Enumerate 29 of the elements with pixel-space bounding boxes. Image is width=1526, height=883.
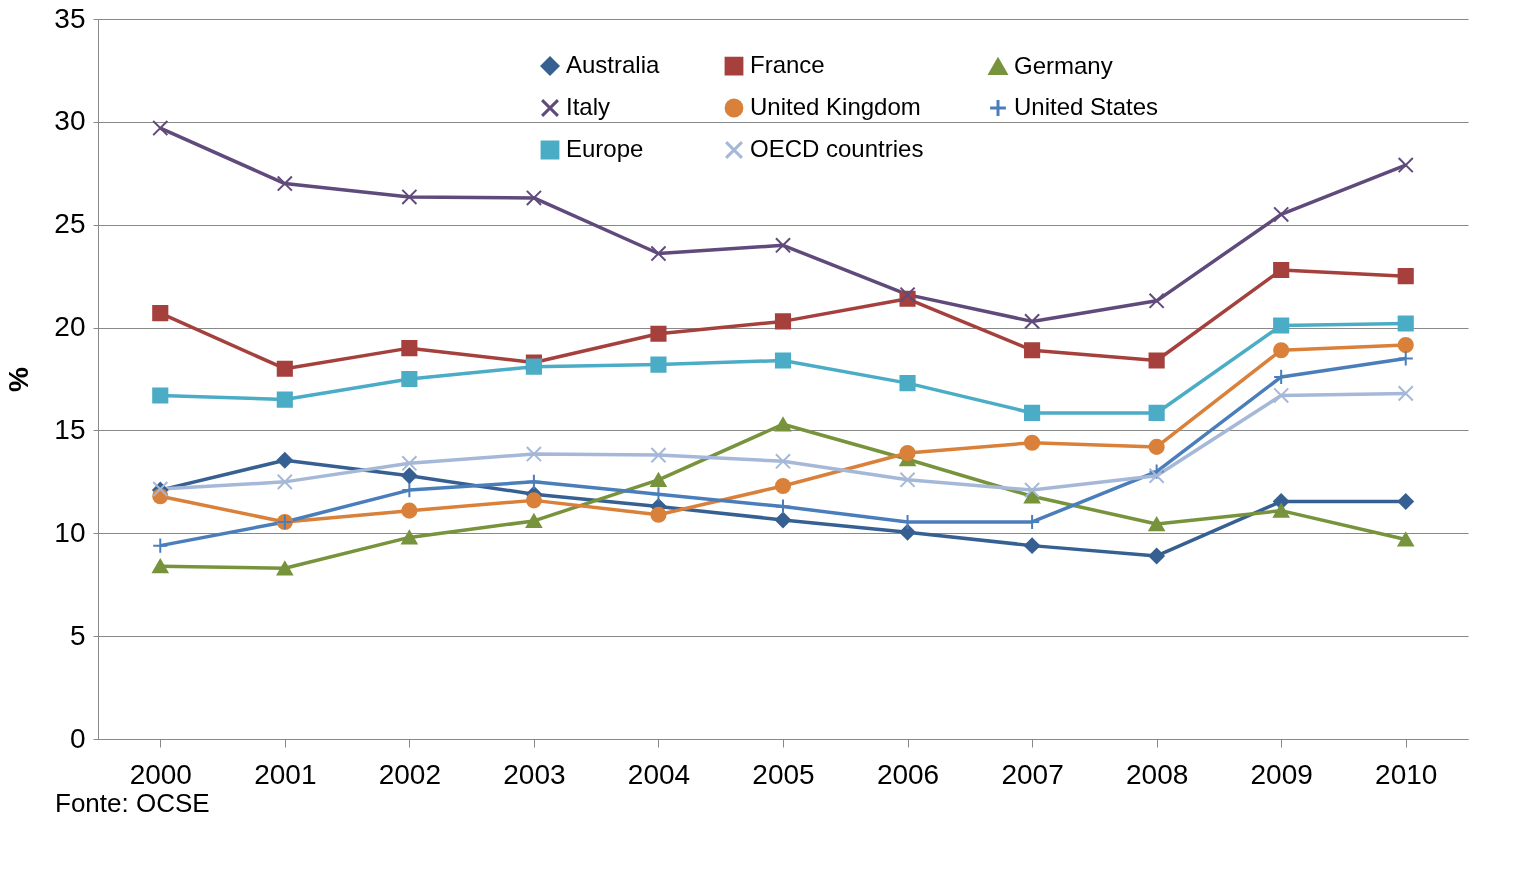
x-tick-label: 2001 — [254, 758, 317, 790]
x-tick-label: 2000 — [129, 758, 192, 790]
y-tick-label: 0 — [69, 722, 86, 754]
legend-label: France — [750, 51, 825, 79]
y-tick-label: 35 — [54, 2, 86, 34]
x-tick-label: 2008 — [1125, 758, 1189, 790]
x-tick-label: 2010 — [1375, 758, 1438, 790]
x-tick-label: 2005 — [752, 758, 815, 790]
legend-label: Italy — [566, 93, 611, 120]
x-tick-label: 2006 — [876, 758, 940, 790]
legend-label: Germany — [1014, 51, 1113, 79]
y-tick-label: 15 — [54, 413, 86, 445]
x-tick-label: 2009 — [1250, 758, 1313, 790]
legend-label: OECD countries — [750, 135, 924, 162]
y-tick-label: 25 — [54, 208, 86, 240]
y-axis-title: % — [3, 366, 35, 392]
legend-label: Europe — [566, 135, 644, 162]
x-tick-label: 2003 — [503, 758, 566, 790]
x-tick-label: 2007 — [1001, 758, 1064, 790]
y-tick-label: 20 — [54, 311, 86, 343]
legend-label: United States — [1014, 93, 1159, 120]
legend-label: United Kingdom — [750, 93, 921, 120]
y-tick-label: 10 — [54, 516, 86, 548]
y-tick-label: 5 — [69, 619, 86, 651]
y-tick-label: 30 — [54, 105, 86, 137]
source-note: Fonte: OCSE — [55, 788, 211, 819]
legend-label: Australia — [566, 51, 661, 79]
x-tick-label: 2004 — [627, 758, 691, 790]
x-tick-label: 2002 — [378, 758, 442, 790]
